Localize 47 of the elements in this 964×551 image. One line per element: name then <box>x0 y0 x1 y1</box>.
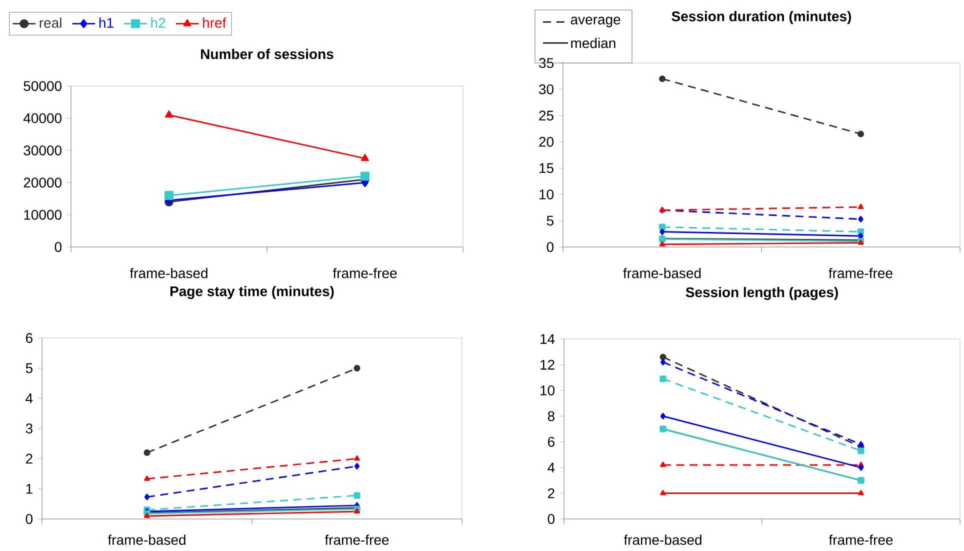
y-tick-label: 2 <box>548 488 554 498</box>
legend-label: href <box>203 18 226 28</box>
x-tick-label: frame-free <box>828 534 893 545</box>
y-tick-label: 15 <box>540 163 554 174</box>
y-tick-label: 30 <box>539 84 554 94</box>
legend-label: h2 <box>151 18 166 28</box>
text: median <box>571 38 616 48</box>
y-tick-label: 8 <box>548 411 554 422</box>
y-tick-label: 40000 <box>23 113 62 124</box>
y-tick-label: 10 <box>540 385 555 396</box>
y-tick-label: 6 <box>26 333 32 343</box>
y-tick-label: 50000 <box>24 81 62 91</box>
x-tick-label: frame-based <box>130 268 208 278</box>
y-tick-label: 5 <box>546 216 554 226</box>
y-tick-label: 2 <box>26 454 32 464</box>
y-tick-label: 14 <box>540 334 555 344</box>
chart-title: Session duration (minutes) <box>672 11 852 24</box>
y-tick-label: 0 <box>548 514 555 524</box>
y-tick-label: 4 <box>548 462 555 472</box>
y-tick-label: 0 <box>546 242 554 252</box>
x-tick-label: frame-free <box>828 268 892 278</box>
x-tick-label: frame-free <box>324 534 389 545</box>
chart-title: Page stay time (minutes) <box>170 286 334 300</box>
x-tick-label: frame-free <box>332 268 397 278</box>
y-tick-label: 4 <box>26 394 33 404</box>
legend-label: h1 <box>99 18 114 28</box>
y-tick-label: 1 <box>26 484 32 494</box>
x-tick-label: frame-based <box>623 268 701 278</box>
y-tick-label: 0 <box>26 514 33 524</box>
y-tick-label: 5 <box>26 363 32 374</box>
text: average <box>570 16 620 28</box>
chart-title: Number of sessions <box>201 48 334 60</box>
y-tick-label: 3 <box>26 424 32 434</box>
y-tick-label: 20 <box>539 136 554 147</box>
y-tick-label: 20000 <box>24 178 62 188</box>
y-tick-label: 12 <box>540 360 554 370</box>
y-tick-label: 10 <box>540 189 554 200</box>
chart-title: Session length (pages) <box>686 286 838 300</box>
y-tick-label: 10000 <box>24 210 62 220</box>
y-tick-label: 35 <box>539 58 554 68</box>
y-tick-label: 6 <box>548 436 554 447</box>
legend-label: real <box>40 18 62 28</box>
y-tick-label: 25 <box>539 110 554 121</box>
y-tick-label: 0 <box>54 242 62 252</box>
x-tick-label: frame-based <box>108 534 186 545</box>
y-tick-label: 30000 <box>24 145 62 156</box>
x-tick-label: frame-based <box>624 534 702 545</box>
